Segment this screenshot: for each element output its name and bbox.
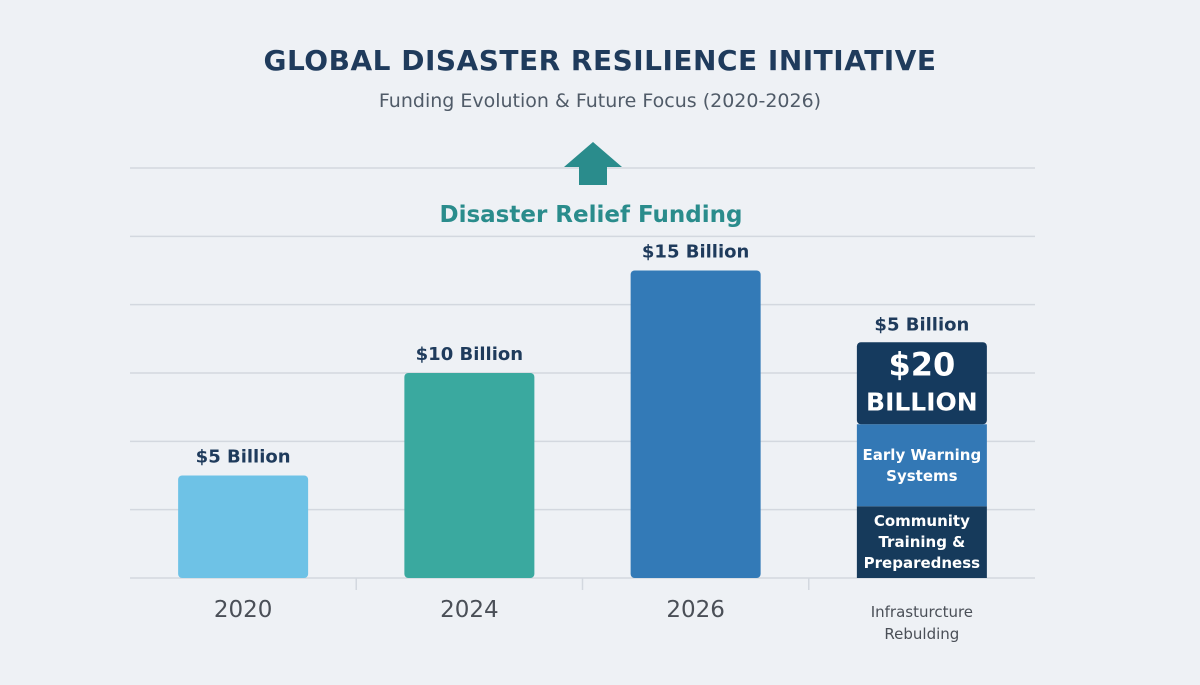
segment-label: Training & xyxy=(878,533,965,551)
x-tick-label: Infrasturcture xyxy=(871,603,973,621)
x-tick-label: 2020 xyxy=(214,597,273,623)
bar-2020 xyxy=(178,475,309,578)
stacked-total-label: $5 Billion xyxy=(874,314,969,335)
stacked-segment xyxy=(856,424,987,507)
bar-value-label: $15 Billion xyxy=(642,242,749,263)
x-tick-label: 2024 xyxy=(440,597,499,623)
chart-subtitle: Funding Evolution & Future Focus (2020-2… xyxy=(378,90,822,112)
bar-value-label: $5 Billion xyxy=(196,447,291,468)
segment-label: Systems xyxy=(886,467,957,485)
bar-2024 xyxy=(404,373,535,578)
segment-label: Preparеdness xyxy=(864,554,981,572)
chart-title: GLOBAL DISASTER RESILIENCE INITIATIVE xyxy=(263,44,937,77)
segment-label: Early Warning xyxy=(863,446,982,464)
bar-2026 xyxy=(630,270,761,578)
segment-label: Community xyxy=(874,512,970,530)
stacked-segment xyxy=(856,506,987,578)
stacked-segment xyxy=(856,342,987,425)
x-tick-label: 2026 xyxy=(666,597,725,623)
up-arrow-icon xyxy=(564,142,622,185)
bar-value-label: $10 Billion xyxy=(416,344,523,365)
annotation-label: Disaster Relief Funding xyxy=(439,202,742,228)
segment-label: BILLION xyxy=(866,387,978,416)
x-tick-label: Rebulding xyxy=(884,625,959,643)
segment-label: $20 xyxy=(888,345,955,383)
